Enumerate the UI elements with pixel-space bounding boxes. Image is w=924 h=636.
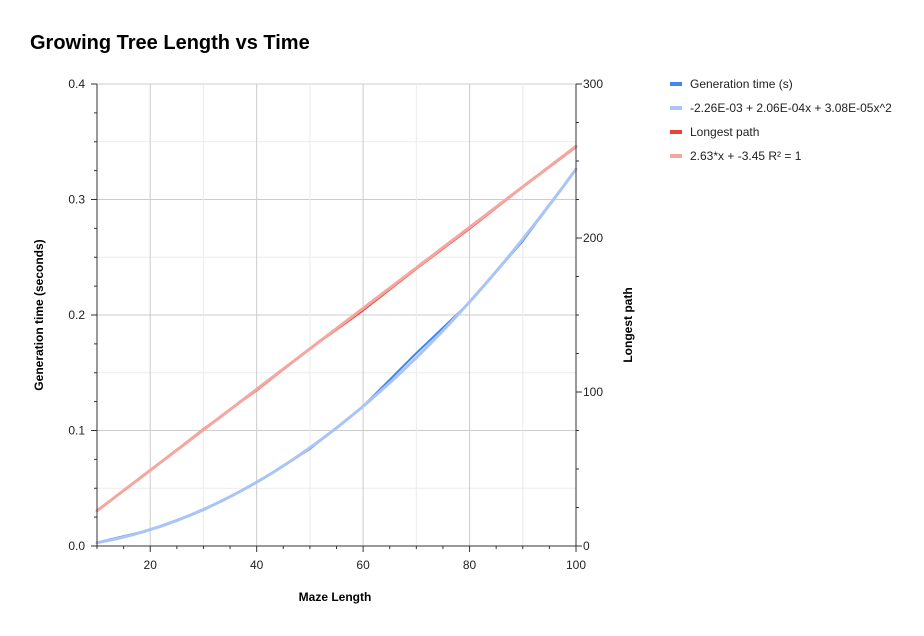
legend-swatch-3 [670, 130, 682, 134]
y-left-tick-label: 0.2 [68, 308, 85, 322]
legend-label-4: 2.63*x + -3.45 R² = 1 [690, 149, 802, 163]
series-line-1 [96, 168, 577, 544]
legend: Generation time (s) -2.26E-03 + 2.06E-04x… [670, 77, 892, 163]
y-right-tick-label: 100 [583, 385, 603, 399]
y-right-tick-label: 200 [583, 231, 603, 245]
y-axis-left-title: Generation time (seconds) [32, 239, 46, 390]
x-tick-label: 60 [356, 558, 370, 572]
x-tick-label: 20 [144, 558, 158, 572]
y-left-tick-label: 0.4 [68, 77, 85, 91]
legend-swatch-4 [670, 154, 682, 158]
trendline-4 [95, 144, 578, 513]
series-layer [95, 144, 578, 545]
legend-label-1: Generation time (s) [690, 77, 793, 91]
trendline-2 [95, 167, 578, 545]
y-right-tick-label: 0 [583, 539, 590, 553]
x-tick-label: 100 [566, 558, 586, 572]
x-tick-label: 80 [463, 558, 477, 572]
y-left-tick-label: 0.3 [68, 193, 85, 207]
chart-title: Growing Tree Length vs Time [30, 32, 310, 54]
legend-label-2: -2.26E-03 + 2.06E-04x + 3.08E-05x^2 [690, 101, 892, 115]
legend-label-3: Longest path [690, 125, 759, 139]
legend-swatch-1 [670, 82, 682, 86]
y-right-tick-label: 300 [583, 77, 603, 91]
y-left-tick-label: 0.1 [68, 424, 85, 438]
grid [97, 83, 577, 547]
tick-labels: 20 40 60 80 100 0.0 0.1 0.2 0.3 0.4 0 100 200 300 [68, 77, 603, 572]
y-axis-right-title: Longest path [621, 287, 635, 362]
x-tick-label: 40 [250, 558, 264, 572]
axes [91, 83, 582, 552]
x-axis-title: Maze Length [299, 590, 372, 604]
y-left-tick-label: 0.0 [68, 539, 85, 553]
legend-swatch-2 [670, 106, 682, 110]
